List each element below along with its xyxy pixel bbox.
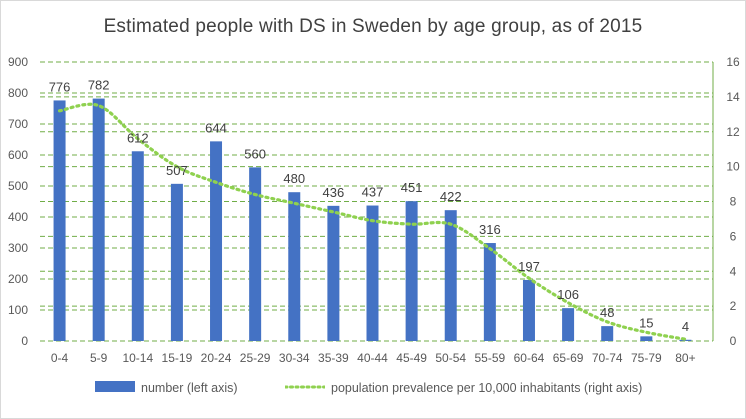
legend-line-label: population prevalence per 10,000 inhabit… xyxy=(331,381,643,395)
left-tick-label: 400 xyxy=(8,210,28,224)
x-tick-label: 20-24 xyxy=(201,351,232,365)
legend: number (left axis) population prevalence… xyxy=(0,380,746,402)
x-tick-label: 45-49 xyxy=(396,351,427,365)
legend-line-swatch xyxy=(283,385,327,389)
right-tick-label: 8 xyxy=(730,195,737,209)
bar-label-65-69: 106 xyxy=(557,287,579,302)
legend-item-bars: number (left axis) xyxy=(95,380,238,395)
legend-bar-swatch xyxy=(95,381,135,392)
x-axis-ticks: 0-4 5-9 10-14 15-19 20-24 25-29 30-34 35-39 40-4… xyxy=(51,351,696,365)
left-tick-label: 300 xyxy=(8,241,28,255)
x-tick-label: 35-39 xyxy=(318,351,349,365)
bar-label-5-9: 782 xyxy=(88,78,110,93)
left-tick-label: 100 xyxy=(8,303,28,317)
bar-45-49 xyxy=(405,201,418,341)
x-tick-label: 0-4 xyxy=(51,351,69,365)
bar-label-55-59: 316 xyxy=(479,222,501,237)
x-tick-label: 50-54 xyxy=(435,351,466,365)
x-tick-label: 60-64 xyxy=(514,351,545,365)
right-tick-label: 0 xyxy=(730,334,737,348)
bar-40-44 xyxy=(366,205,379,341)
bar-label-35-39: 436 xyxy=(323,185,345,200)
bar-label-60-64: 197 xyxy=(518,259,540,274)
x-tick-label: 25-29 xyxy=(240,351,271,365)
bar-10-14 xyxy=(131,151,144,341)
bar-5-9 xyxy=(92,98,105,341)
x-tick-label: 70-74 xyxy=(592,351,623,365)
bar-label-75-79: 15 xyxy=(639,315,653,330)
chart-title: Estimated people with DS in Sweden by ag… xyxy=(103,16,643,37)
right-tick-label: 6 xyxy=(730,229,737,243)
legend-bar-label: number (left axis) xyxy=(141,381,238,395)
bar-label-45-49: 451 xyxy=(401,180,423,195)
bar-label-40-44: 437 xyxy=(362,185,384,200)
right-tick-label: 14 xyxy=(726,90,740,104)
left-axis-ticks: 0 100 200 300 400 500 600 700 800 900 xyxy=(8,55,28,348)
bar-series xyxy=(53,98,692,341)
x-tick-label: 10-14 xyxy=(122,351,153,365)
bar-label-20-24: 644 xyxy=(205,120,227,135)
right-tick-label: 16 xyxy=(726,55,740,69)
bar-75-79 xyxy=(640,336,653,341)
bar-label-70-74: 48 xyxy=(600,305,614,320)
left-tick-label: 500 xyxy=(8,179,28,193)
bar-35-39 xyxy=(327,205,340,341)
right-tick-label: 12 xyxy=(726,125,740,139)
x-tick-label: 30-34 xyxy=(279,351,310,365)
bar-label-50-54: 422 xyxy=(440,189,462,204)
bar-70-74 xyxy=(601,326,614,341)
line-series xyxy=(57,102,688,341)
bar-30-34 xyxy=(288,192,301,341)
x-tick-label: 15-19 xyxy=(162,351,193,365)
bar-15-19 xyxy=(170,183,183,341)
bar-label-25-29: 560 xyxy=(244,146,266,161)
legend-item-line: population prevalence per 10,000 inhabit… xyxy=(283,380,643,395)
bar-data-labels: 776 782 612 507 644 560 480 436 437 451 422 316 197 1… xyxy=(49,78,689,334)
bar-label-80+: 4 xyxy=(682,319,689,334)
left-tick-label: 0 xyxy=(21,334,28,348)
left-tick-label: 200 xyxy=(8,272,28,286)
bar-0-4 xyxy=(53,100,66,341)
bar-label-10-14: 612 xyxy=(127,130,149,145)
bar-25-29 xyxy=(249,167,262,341)
bar-label-0-4: 776 xyxy=(49,79,71,94)
left-tick-label: 600 xyxy=(8,148,28,162)
bar-55-59 xyxy=(483,243,496,341)
right-axis-ticks: 0 2 4 6 8 10 12 14 16 xyxy=(726,55,740,348)
prevalence-line xyxy=(57,102,688,341)
bar-60-64 xyxy=(522,279,535,341)
bar-65-69 xyxy=(562,308,575,341)
right-tick-label: 2 xyxy=(730,299,737,313)
x-tick-label: 80+ xyxy=(675,351,695,365)
bar-50-54 xyxy=(444,210,457,341)
bar-label-15-19: 507 xyxy=(166,163,188,178)
left-tick-label: 700 xyxy=(8,117,28,131)
bar-20-24 xyxy=(210,141,223,341)
left-tick-label: 900 xyxy=(8,55,28,69)
bar-label-30-34: 480 xyxy=(283,171,305,186)
right-tick-label: 10 xyxy=(726,160,740,174)
left-tick-label: 800 xyxy=(8,86,28,100)
x-tick-label: 55-59 xyxy=(475,351,506,365)
x-tick-label: 75-79 xyxy=(631,351,662,365)
x-tick-label: 65-69 xyxy=(553,351,584,365)
x-tick-label: 40-44 xyxy=(357,351,388,365)
right-tick-label: 4 xyxy=(730,264,737,278)
x-tick-label: 5-9 xyxy=(90,351,108,365)
